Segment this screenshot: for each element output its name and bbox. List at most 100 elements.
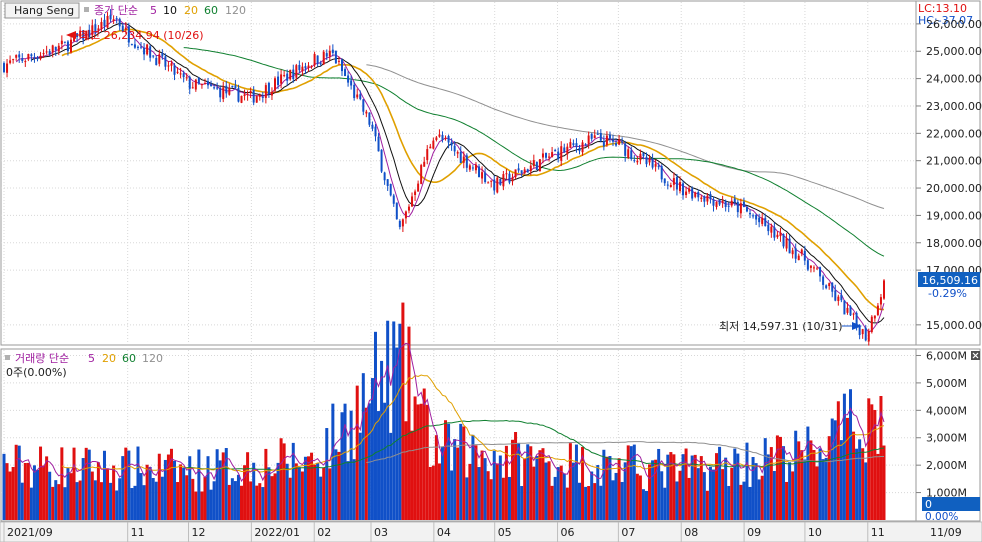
symbol-box[interactable] [4,2,80,19]
x-tick-label: 11 [131,526,145,539]
candle-body [843,300,846,315]
volume-bar [815,466,819,520]
candle-body [630,150,633,159]
candle-body [295,65,298,78]
volume-bar [2,453,6,520]
candle-body [374,126,377,137]
volume-bar [444,420,448,520]
candle-body [277,76,280,86]
volume-bar [23,462,27,520]
candle-body [155,57,158,66]
volume-sub-label: 0주(0.00%) [6,366,67,379]
candle-body [840,295,843,301]
candle-body [88,29,91,38]
volume-bar [791,471,795,520]
price-ma-20[interactable]: 20 [184,4,198,17]
candle-body [496,177,499,193]
candle-body [764,217,767,227]
volume-bar [574,444,578,520]
volume-bar [483,458,487,520]
candle-body [532,160,535,167]
candle-body [112,19,115,21]
volume-bar [240,485,244,520]
candle-body [140,46,143,48]
volume-indicator-name[interactable]: 거래량 단순 [15,352,69,365]
volume-ma-line-20 [61,374,885,473]
volume-bar [54,480,58,520]
candle-body [173,65,176,75]
volume-bar [252,462,256,520]
volume-ma-120[interactable]: 120 [142,352,163,365]
candle-body [487,182,490,184]
candle-body [143,47,146,55]
candle-body [377,136,380,152]
volume-bars [2,302,886,520]
price-ma-120[interactable]: 120 [225,4,246,17]
volume-bar [842,393,846,520]
candle-body [624,143,627,156]
candle-body [633,160,636,162]
volume-bar [364,407,368,520]
candle-body [420,165,423,184]
candle-body [325,53,328,57]
volume-bar [465,477,469,520]
candle-body [514,169,517,178]
candle-body [767,224,770,232]
candle-body [773,227,776,238]
volume-bar [63,487,67,520]
candle-body [548,156,551,158]
candle-body [161,53,164,57]
candle-body [79,30,82,37]
volume-bar [233,481,237,520]
volume-bar [858,439,862,520]
candle-body [605,135,608,145]
x-axis-bar [0,521,982,542]
candle-body [715,202,718,207]
candle-body [188,76,191,89]
volume-bar [392,321,396,520]
candle-body [816,268,819,270]
volume-ma-60[interactable]: 60 [122,352,136,365]
candle-body [353,84,356,99]
volume-bar [410,430,414,520]
candle-body [350,80,353,86]
candle-body [6,63,9,73]
volume-bar [258,483,262,520]
candle-body [280,74,283,84]
price-indicator-name[interactable]: 종가 단순 [94,4,138,17]
volume-bar [48,471,52,520]
volume-bar [736,453,740,520]
candle-body [545,152,548,158]
volume-bar [203,476,207,520]
candle-body [663,178,666,184]
volume-bar [696,468,700,520]
volume-indicator-square [5,355,10,360]
candle-body [517,168,520,171]
price-ma-60[interactable]: 60 [204,4,218,17]
volume-bar [212,481,216,520]
price-panel[interactable] [0,0,917,346]
volume-bar [352,459,356,520]
price-ma-5[interactable]: 5 [150,4,157,17]
volume-bar [96,462,100,520]
close-panel-button[interactable] [971,351,980,360]
volume-ma-20[interactable]: 20 [102,352,116,365]
candle-body [48,51,51,55]
candle-body [861,329,864,335]
volume-bar [413,396,417,520]
volume-bar [541,448,545,520]
price-tick-label: 26,000.00 [926,18,982,31]
symbol-label[interactable]: Hang Seng [14,4,74,17]
candle-body [788,238,791,254]
x-axis-labels: 2021/09 11 12 2022/01 02 03 04 05 06 07 08 09 10 11 [3,522,885,542]
candle-body [685,191,688,196]
volume-bar [511,439,515,520]
volume-bar [705,490,709,520]
volume-ma-5[interactable]: 5 [88,352,95,365]
candle-body [310,65,313,67]
candle-body [560,146,563,161]
price-ma-10[interactable]: 10 [163,4,177,17]
volume-bar [608,456,612,520]
volume-bar [236,474,240,520]
volume-bar [102,450,106,520]
